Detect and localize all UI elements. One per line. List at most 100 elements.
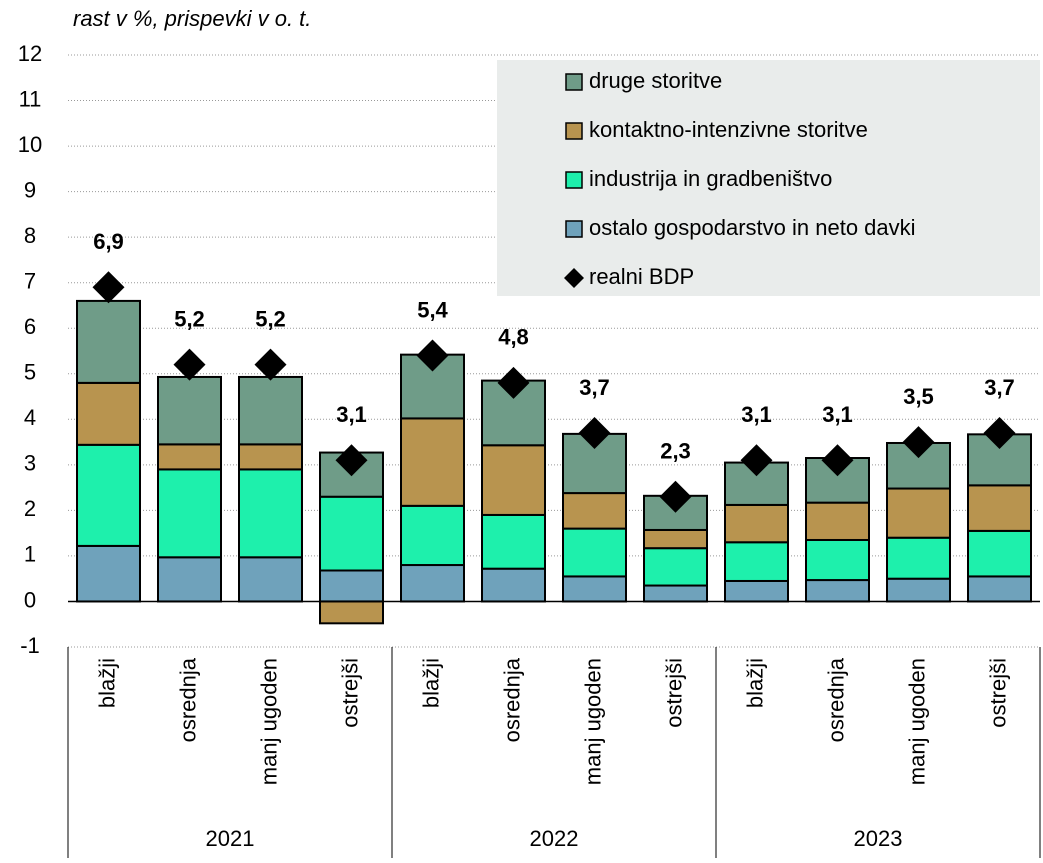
bar-segment bbox=[157, 468, 222, 559]
y-tick-label: 8 bbox=[24, 223, 36, 248]
data-label: 3,1 bbox=[822, 402, 853, 427]
bar-segment bbox=[724, 541, 789, 582]
diamond-marker bbox=[659, 480, 692, 513]
x-tick-label: ostrejši bbox=[985, 658, 1010, 728]
y-tick-label: 5 bbox=[24, 360, 36, 385]
bar-segment bbox=[76, 544, 141, 603]
data-label: 3,7 bbox=[579, 375, 610, 400]
legend-box bbox=[497, 60, 1040, 296]
y-tick-label: 4 bbox=[24, 405, 36, 430]
bar-segment bbox=[400, 417, 465, 507]
bar-segment bbox=[238, 375, 303, 446]
bar-segment bbox=[157, 443, 222, 471]
data-label: 3,1 bbox=[741, 402, 772, 427]
bar-segment bbox=[886, 577, 951, 603]
bar-segment bbox=[319, 495, 384, 572]
y-tick-label: 11 bbox=[19, 86, 42, 111]
y-tick-label: 1 bbox=[24, 542, 36, 567]
bar-segment bbox=[562, 527, 627, 578]
bar-segment bbox=[724, 503, 789, 544]
x-tick-label: manj ugoden bbox=[580, 658, 605, 785]
bar-segment bbox=[805, 538, 870, 582]
diamond-marker bbox=[740, 444, 773, 477]
bar-segment bbox=[481, 444, 546, 516]
x-tick-label: osrednja bbox=[175, 657, 200, 742]
y-tick-label: 9 bbox=[24, 177, 36, 202]
data-label: 3,5 bbox=[903, 384, 934, 409]
bar-segment bbox=[724, 579, 789, 603]
bar-segment bbox=[886, 487, 951, 539]
bar-segment bbox=[562, 492, 627, 530]
group-label: 2023 bbox=[854, 826, 903, 851]
bar-segment bbox=[76, 299, 141, 384]
y-tick-label: 6 bbox=[24, 314, 36, 339]
bar-segment bbox=[643, 547, 708, 587]
diamond-marker bbox=[578, 416, 611, 449]
legend-label: ostalo gospodarstvo in neto davki bbox=[589, 215, 916, 240]
bar-segment bbox=[805, 501, 870, 541]
x-tick-label: ostrejši bbox=[337, 658, 362, 728]
bar-segment bbox=[967, 529, 1032, 578]
x-tick-label: blažji bbox=[742, 658, 767, 708]
legend-label: realni BDP bbox=[589, 264, 694, 289]
bar-segment bbox=[319, 600, 384, 625]
bar-segment bbox=[76, 381, 141, 446]
bar-segment bbox=[400, 504, 465, 567]
y-tick-label: 0 bbox=[24, 587, 36, 612]
data-label: 6,9 bbox=[93, 229, 124, 254]
y-tick-label: 3 bbox=[24, 451, 36, 476]
data-label: 5,2 bbox=[255, 306, 286, 331]
legend-swatch bbox=[565, 122, 583, 140]
bar-segment bbox=[886, 536, 951, 580]
diamond-marker bbox=[416, 339, 449, 372]
x-tick-label: ostrejši bbox=[661, 658, 686, 728]
diamond-marker bbox=[254, 348, 287, 381]
legend-label: industrija in gradbeništvo bbox=[589, 166, 832, 191]
group-label: 2022 bbox=[530, 826, 579, 851]
diamond-marker bbox=[92, 271, 125, 304]
diamond-marker bbox=[983, 416, 1016, 449]
x-tick-label: blažji bbox=[418, 658, 443, 708]
bar-segment bbox=[157, 556, 222, 603]
x-tick-label: osrednja bbox=[499, 657, 524, 742]
diamond-marker bbox=[173, 348, 206, 381]
y-tick-label: 7 bbox=[24, 269, 36, 294]
bar-segment bbox=[238, 556, 303, 603]
y-tick-label: 10 bbox=[18, 132, 42, 157]
bar-segment bbox=[400, 564, 465, 603]
data-label: 5,4 bbox=[417, 297, 448, 322]
legend-swatch bbox=[565, 73, 583, 91]
bar-segment bbox=[319, 569, 384, 603]
legend-swatch bbox=[565, 220, 583, 238]
legend-label: druge storitve bbox=[589, 68, 722, 93]
y-tick-label: 2 bbox=[24, 496, 36, 521]
bar-segment bbox=[238, 468, 303, 559]
y-axis-label: rast v %, prispevki v o. t. bbox=[73, 6, 311, 31]
data-label: 3,1 bbox=[336, 402, 367, 427]
legend-swatch bbox=[564, 268, 584, 288]
diamond-marker bbox=[497, 366, 530, 399]
diamond-marker bbox=[335, 444, 368, 477]
data-label: 2,3 bbox=[660, 439, 691, 464]
bar-segment bbox=[967, 484, 1032, 532]
x-tick-label: manj ugoden bbox=[904, 658, 929, 785]
diamond-marker bbox=[821, 444, 854, 477]
legend-swatch bbox=[565, 171, 583, 189]
bar-segment bbox=[76, 443, 141, 547]
group-label: 2021 bbox=[206, 826, 255, 851]
x-tick-label: manj ugoden bbox=[256, 658, 281, 785]
data-label: 5,2 bbox=[174, 306, 205, 331]
bar-segment bbox=[967, 575, 1032, 603]
x-tick-label: blažji bbox=[94, 658, 119, 708]
x-tick-label: osrednja bbox=[823, 657, 848, 742]
y-tick-label: -1 bbox=[20, 633, 40, 658]
y-tick-label: 12 bbox=[18, 41, 42, 66]
bar-segment bbox=[805, 579, 870, 603]
bar-segment bbox=[481, 567, 546, 603]
data-label: 4,8 bbox=[498, 325, 529, 350]
bar-segment bbox=[562, 575, 627, 603]
legend-label: kontaktno-intenzivne storitve bbox=[589, 117, 868, 142]
bar-segment bbox=[643, 584, 708, 603]
diamond-marker bbox=[902, 426, 935, 459]
